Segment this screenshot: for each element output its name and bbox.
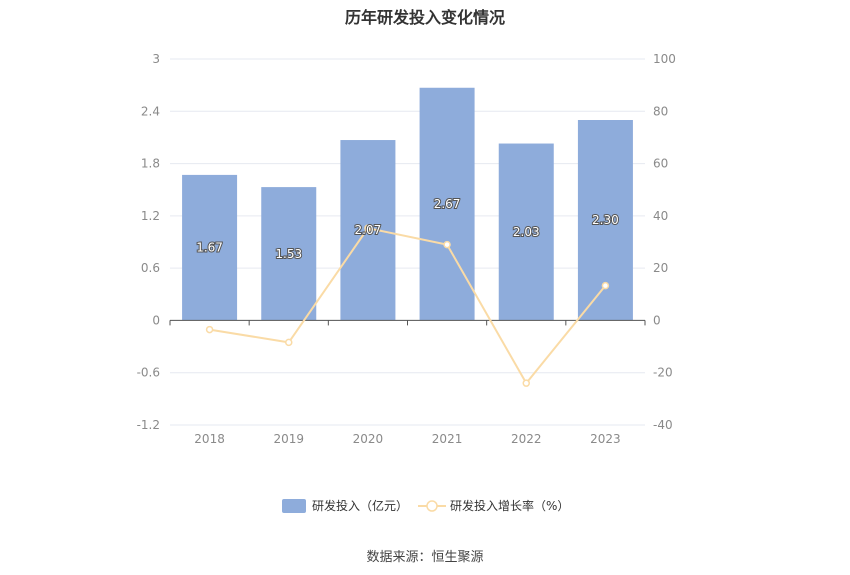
x-axis-tick-label: 2022 — [511, 432, 542, 446]
left-axis-tick-label: 1.2 — [141, 209, 160, 223]
bar-data-label: 2.07 — [355, 223, 382, 237]
bar — [261, 187, 317, 321]
line-series — [205, 224, 610, 387]
chart-title: 历年研发投入变化情况 — [344, 8, 505, 27]
left-axis-tick-label: -1.2 — [137, 418, 160, 432]
legend-label[interactable]: 研发投入增长率（%） — [450, 498, 569, 513]
x-axis-tick-label: 2018 — [194, 432, 225, 446]
right-axis-tick-label: -20 — [653, 366, 673, 380]
bar-data-labels: 1.67 1.53 2.07 2.67 2.03 2.30 — [195, 196, 620, 262]
x-axis-tick-label: 2021 — [432, 432, 463, 446]
bar-data-label: 1.67 — [196, 241, 223, 255]
bar-data-label: 2.30 — [592, 213, 619, 227]
left-axis-tick-label: -0.6 — [137, 366, 160, 380]
left-axis-tick-label: 2.4 — [141, 104, 160, 118]
growth-rate-point — [205, 325, 214, 334]
bar — [498, 143, 554, 321]
right-axis-tick-label: 80 — [653, 104, 668, 118]
x-axis-tick-label: 2020 — [353, 432, 384, 446]
bar-data-label: 2.03 — [513, 225, 540, 239]
left-axis-tick-label: 0.6 — [141, 261, 160, 275]
bar-data-label: 1.53 — [275, 247, 302, 261]
legend-label[interactable]: 研发投入（亿元） — [312, 498, 408, 513]
growth-rate-point — [285, 338, 293, 347]
left-axis-tick-label: 3 — [152, 52, 160, 66]
bar-series — [182, 87, 633, 321]
growth-rate-point — [601, 281, 610, 290]
right-axis-tick-label: -40 — [653, 418, 673, 432]
bar — [182, 174, 238, 321]
right-axis-tick-label: 100 — [653, 52, 676, 66]
legend-item-rd-investment[interactable]: 研发投入（亿元） — [282, 498, 408, 513]
bar — [419, 87, 475, 321]
right-axis-tick-label: 60 — [653, 157, 668, 171]
legend-swatch-bar[interactable] — [282, 499, 306, 513]
growth-rate-line — [209, 227, 607, 385]
growth-rate-point — [364, 224, 372, 232]
legend-item-rd-growth-rate[interactable]: 研发投入增长率（%） — [418, 498, 569, 513]
left-axis-tick-label: 0 — [152, 313, 160, 327]
x-axis-tick-label: 2019 — [273, 432, 304, 446]
x-axis: 2018 2019 2020 2021 2022 2023 — [169, 319, 646, 446]
legend-swatch-point[interactable] — [426, 500, 438, 512]
growth-rate-point — [522, 379, 530, 387]
legend[interactable]: 研发投入（亿元） 研发投入增长率（%） — [282, 498, 569, 513]
bar-data-label: 2.67 — [434, 197, 461, 211]
right-axis-tick-label: 20 — [653, 261, 668, 275]
growth-rate-point — [443, 240, 451, 249]
source-note: 数据来源：恒生聚源 — [366, 550, 484, 565]
right-axis-ticks: 100 80 60 40 20 0 -20 -40 — [653, 52, 676, 432]
left-axis-tick-label: 1.8 — [141, 157, 160, 171]
right-axis-tick-label: 40 — [653, 209, 668, 223]
left-axis-ticks: 3 2.4 1.8 1.2 0.6 0 -0.6 -1.2 — [137, 52, 160, 432]
x-axis-tick-label: 2023 — [590, 432, 621, 446]
grid-lines — [170, 58, 645, 426]
right-axis-tick-label: 0 — [653, 313, 661, 327]
